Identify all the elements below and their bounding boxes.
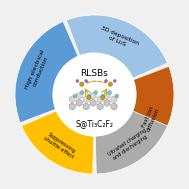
Text: RLSBs: RLSBs	[81, 69, 108, 77]
Text: 3D deposition
of Li₂S: 3D deposition of Li₂S	[98, 25, 139, 51]
Circle shape	[105, 80, 108, 82]
Circle shape	[85, 80, 88, 82]
Circle shape	[53, 53, 136, 136]
FancyArrowPatch shape	[86, 81, 106, 83]
Circle shape	[101, 94, 105, 98]
Wedge shape	[15, 22, 78, 123]
Wedge shape	[95, 111, 167, 174]
Wedge shape	[66, 15, 167, 78]
Wedge shape	[111, 66, 174, 167]
Text: Ultrafast charging
and discharging: Ultrafast charging and discharging	[107, 128, 150, 162]
Circle shape	[80, 82, 84, 86]
Wedge shape	[22, 111, 94, 174]
Circle shape	[101, 96, 105, 100]
Text: High electrical
conduction: High electrical conduction	[25, 49, 51, 92]
Text: Fast ion
diffusion: Fast ion diffusion	[141, 105, 161, 132]
Circle shape	[87, 96, 91, 100]
Text: Suppressing
shuttle effect: Suppressing shuttle effect	[43, 131, 78, 160]
Circle shape	[80, 91, 84, 94]
Circle shape	[73, 94, 77, 98]
Circle shape	[113, 80, 116, 82]
Circle shape	[115, 94, 119, 98]
Text: S@Ti₃C₂F₂: S@Ti₃C₂F₂	[75, 119, 114, 128]
Circle shape	[76, 80, 79, 82]
Circle shape	[108, 91, 112, 94]
Circle shape	[108, 82, 112, 86]
Circle shape	[94, 91, 98, 94]
Circle shape	[87, 94, 91, 98]
